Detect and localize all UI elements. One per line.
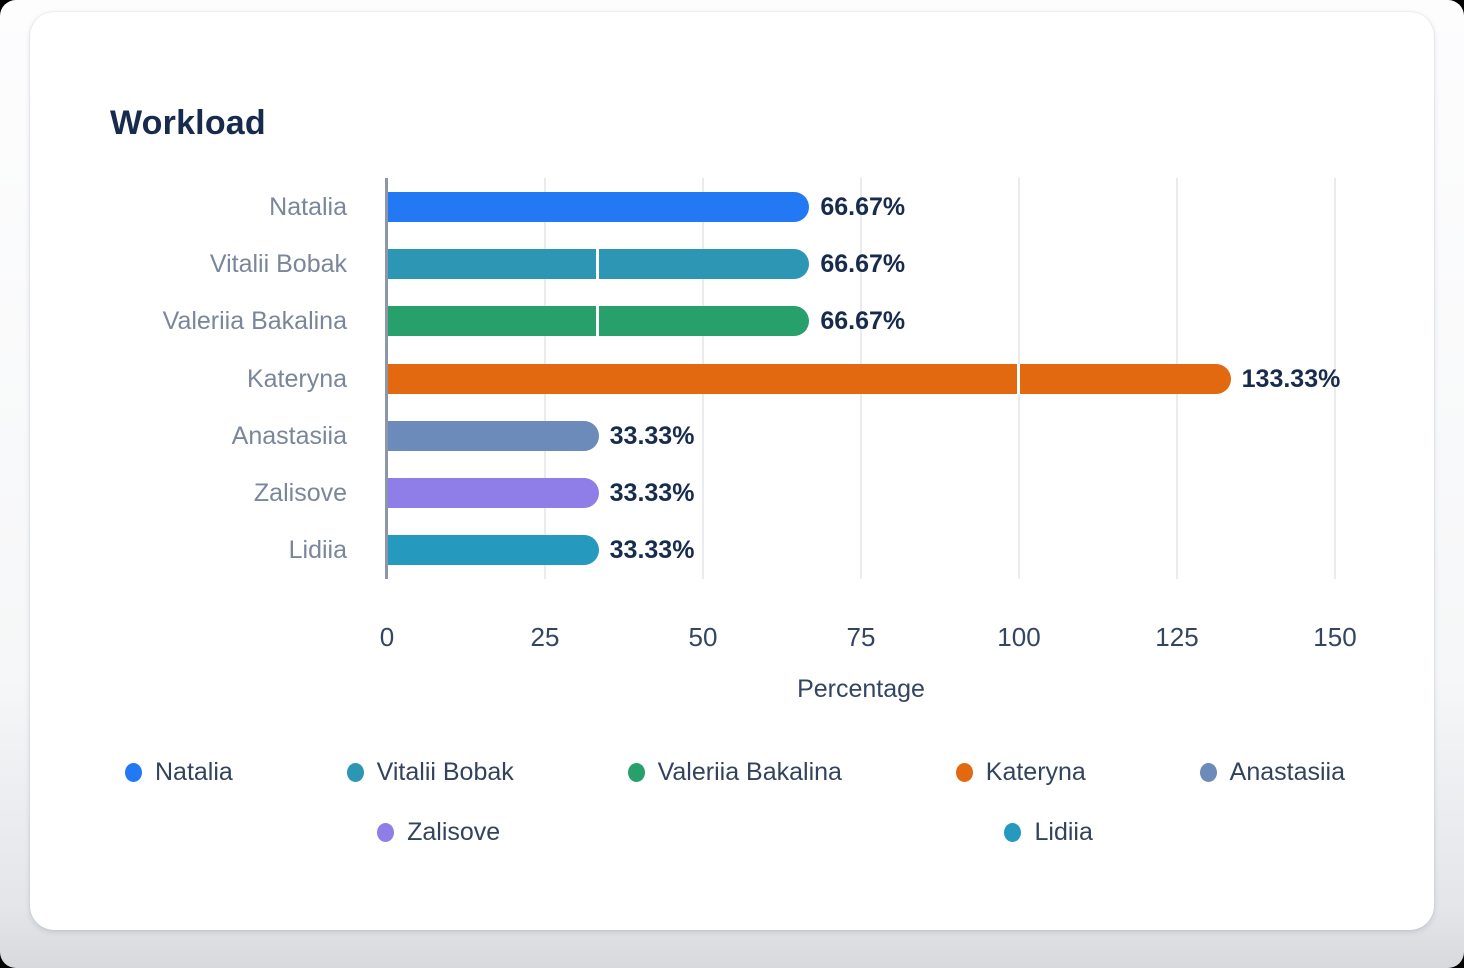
x-tick-75: 75 [846,622,876,652]
category-label: Lidiia [288,536,347,565]
bar-segment[interactable] [598,248,810,279]
bar-segment[interactable] [388,420,599,451]
bar-value-label: 33.33% [609,421,695,450]
bar-segment[interactable] [388,248,599,279]
bar-kateryna[interactable] [388,363,1231,394]
legend-item-lidiia[interactable]: Lidiia [1004,817,1093,847]
x-tick-150: 150 [1313,622,1357,652]
gridline-150 [1334,178,1336,579]
x-tick-0: 0 [379,622,395,652]
bar-value-label: 66.67% [820,249,906,278]
workload-chart-card: Workload Natalia Vitalii Bobak Valeriia Ba… [30,12,1434,930]
legend-item-vitalii-bobak[interactable]: Vitalii Bobak [346,757,514,787]
category-label: Natalia [269,192,347,221]
bar-value-label: 66.67% [820,192,906,221]
bar-segment[interactable] [1020,363,1231,394]
category-label: Anastasiia [231,421,347,450]
legend-label: Valeriia Bakalina [657,758,842,786]
legend-dot-icon [377,822,395,842]
legend-label: Natalia [155,758,233,786]
legend-item-natalia[interactable]: Natalia [125,757,233,787]
legend-dot-icon [1199,762,1217,782]
legend-label: Zalisove [407,818,501,846]
legend-label: Lidiia [1034,818,1093,846]
x-tick-25: 25 [530,622,560,652]
x-tick-50: 50 [688,622,718,652]
legend-label: Vitalii Bobak [376,758,514,786]
bar-value-label: 133.33% [1241,364,1341,393]
bar-valeriia-bakalina[interactable] [388,306,810,337]
x-tick-125: 125 [1155,622,1199,652]
bar-lidiia[interactable] [388,535,599,566]
bar-zalisove[interactable] [388,478,599,509]
chart-legend: Natalia Vitalii Bobak Valeriia Bakalina Kat… [125,754,1345,874]
bar-segment[interactable] [598,306,810,337]
bar-segment[interactable] [388,306,599,337]
y-axis-line [385,178,388,579]
legend-item-anastasiia[interactable]: Anastasiia [1199,757,1345,787]
plot-area: 66.67% 66.67% 66.67% 133.33% 33.33% 33.33% 33.… [385,178,1347,579]
x-tick-100: 100 [997,622,1041,652]
bar-segment[interactable] [388,535,599,566]
bar-segment[interactable] [388,363,1020,394]
bar-segment[interactable] [388,478,599,509]
chart-title: Workload [110,104,266,142]
bar-segment[interactable] [388,191,810,222]
category-label: Valeriia Bakalina [162,307,347,336]
legend-dot-icon [125,762,142,782]
bar-natalia[interactable] [388,191,810,222]
legend-row-1: Natalia Vitalii Bobak Valeriia Bakalina Kat… [125,754,1345,790]
bar-anastasiia[interactable] [388,420,599,451]
category-label: Zalisove [253,479,347,508]
legend-row-2: Zalisove Lidiia [125,814,1345,850]
legend-dot-icon [955,762,973,782]
legend-item-zalisove[interactable]: Zalisove [377,817,500,847]
x-axis-title: Percentage [797,675,925,703]
category-label: Kateryna [246,364,347,393]
legend-label: Kateryna [985,758,1086,786]
legend-dot-icon [627,762,645,782]
bar-value-label: 33.33% [609,479,695,508]
legend-item-kateryna[interactable]: Kateryna [955,757,1086,787]
bar-vitalii-bobak[interactable] [388,248,810,279]
bar-value-label: 66.67% [820,307,906,336]
legend-dot-icon [1004,822,1022,842]
category-label: Vitalii Bobak [209,249,347,278]
legend-item-valeriia-bakalina[interactable]: Valeriia Bakalina [627,757,842,787]
legend-label: Anastasiia [1229,758,1345,786]
bar-value-label: 33.33% [609,536,695,565]
legend-dot-icon [346,762,364,782]
